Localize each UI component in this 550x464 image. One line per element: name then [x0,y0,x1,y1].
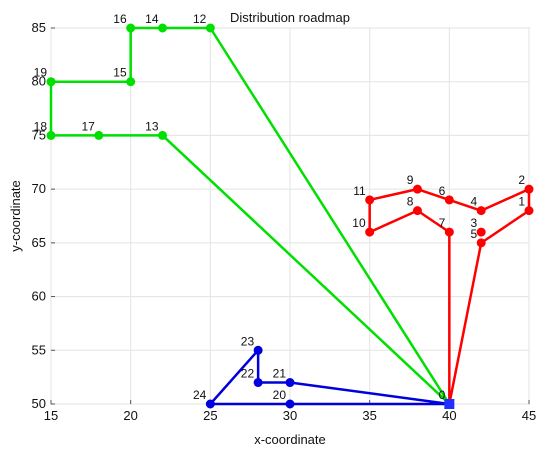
customer-point [524,184,534,194]
node-label: 11 [353,184,366,198]
node-label: 16 [113,12,127,26]
node-label: 13 [145,119,159,133]
customer-point [444,195,454,205]
x-tick-label: 15 [44,408,58,423]
x-tick-label: 40 [442,408,456,423]
x-tick-label: 30 [283,408,297,423]
y-tick-label: 70 [32,181,46,196]
node-label: 21 [273,367,287,381]
customer-point [444,227,454,237]
x-tick-label: 20 [123,408,137,423]
customer-point [524,206,534,216]
customer-point [253,378,263,388]
customer-point [205,23,215,33]
y-tick-label: 75 [32,127,46,142]
node-label: 10 [352,216,366,230]
customer-point [476,238,486,248]
node-label: 22 [241,367,255,381]
node-label: 3 [471,216,478,230]
route-line-2 [49,26,451,405]
node-label: 5 [471,227,478,241]
customer-point [476,227,486,237]
node-label: 7 [439,216,446,230]
depot-marker [444,399,455,409]
node-label: 8 [407,195,414,209]
chart-title: Distribution roadmap [230,10,350,25]
y-tick-label: 85 [32,20,46,35]
y-tick-label: 80 [32,74,46,89]
node-label: 1 [518,195,525,209]
node-label: 24 [193,388,207,402]
y-axis-label: y-coordinate [8,180,23,252]
node-label: 9 [407,173,414,187]
customer-point [126,23,136,33]
customer-point [46,77,56,87]
customer-point [412,184,422,194]
customer-point [158,23,168,33]
y-tick-label: 60 [32,289,46,304]
route-line-1 [368,187,531,405]
node-label: 19 [34,66,48,80]
y-tick-label: 50 [32,396,46,411]
customer-point [94,130,104,140]
node-label: 6 [439,184,446,198]
node-label: 14 [145,12,159,26]
node-label: 12 [193,12,207,26]
x-tick-label: 25 [203,408,217,423]
node-label: 2 [518,173,525,187]
y-tick-label: 55 [32,342,46,357]
node-label: 0 [439,388,446,402]
customer-point [412,206,422,216]
customer-point [253,345,263,355]
x-tick-label: 35 [362,408,376,423]
x-tick-label: 45 [522,408,536,423]
customer-points [46,23,534,409]
customer-point [365,195,375,205]
node-label: 17 [81,119,95,133]
y-tick-label: 65 [32,235,46,250]
node-label: 18 [34,119,48,133]
node-label: 23 [241,334,255,348]
customer-point [46,130,56,140]
customer-point [158,130,168,140]
customer-point [476,206,486,216]
node-label: 20 [273,388,287,402]
grid [50,27,530,405]
x-axis-label: x-coordinate [254,432,326,447]
customer-point [205,399,215,409]
customer-point [365,227,375,237]
node-label: 15 [113,66,127,80]
customer-point [285,399,295,409]
customer-point [285,378,295,388]
customer-point [126,77,136,87]
node-label: 4 [471,195,478,209]
